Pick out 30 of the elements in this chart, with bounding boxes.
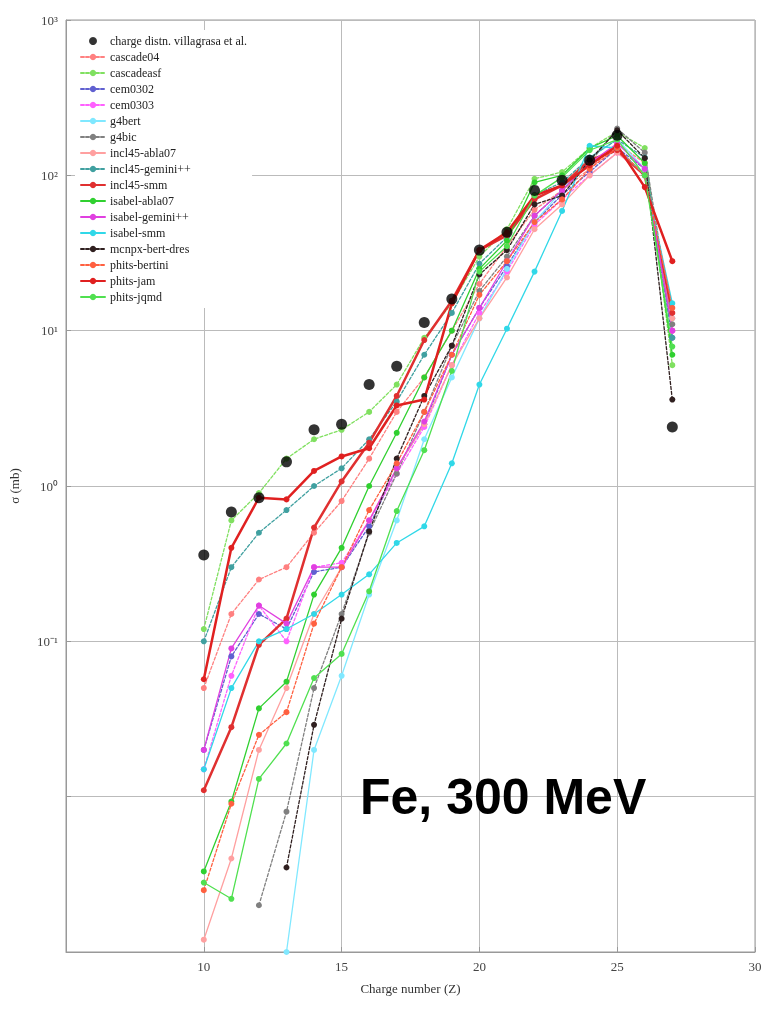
x-tick-label: 20 xyxy=(472,959,486,974)
legend-label: incl45-smm xyxy=(110,178,168,192)
x-tick-label: 25 xyxy=(610,959,624,974)
y-axis-title: σ (mb) xyxy=(7,468,22,504)
y-tick-label: 10¹ xyxy=(41,323,59,339)
x-tick-label: 10 xyxy=(197,959,211,974)
legend-label: g4bert xyxy=(110,114,142,128)
legend-label: g4bic xyxy=(110,130,137,144)
legend-label: cem0302 xyxy=(110,82,154,96)
legend-label: isabel-gemini++ xyxy=(110,210,190,224)
x-tick-label: 15 xyxy=(335,959,349,974)
y-tick-label: 10² xyxy=(41,167,59,183)
legend-label: cem0303 xyxy=(110,98,154,112)
y-tick-label: 10³ xyxy=(41,12,59,28)
y-tick-label: 10⁰ xyxy=(40,478,58,494)
annotation: Fe, 300 MeV xyxy=(360,769,647,825)
legend-label: phits-bertini xyxy=(110,258,170,272)
x-axis-title: Charge number (Z) xyxy=(360,981,461,996)
legend-label: incl45-gemini++ xyxy=(110,162,192,176)
legend-label: incl45-abla07 xyxy=(110,146,176,160)
y-tick-label: 10⁻¹ xyxy=(37,633,59,649)
legend-label: cascade04 xyxy=(110,50,160,64)
legend-label: cascadeasf xyxy=(110,66,162,80)
legend-label: isabel-abla07 xyxy=(110,194,174,208)
legend-label: isabel-smm xyxy=(110,226,166,240)
legend-label: phits-jqmd xyxy=(110,290,163,304)
x-tick-label: 30 xyxy=(748,959,762,974)
legend-label: phits-jam xyxy=(110,274,156,288)
legend-label: charge distn. villagrasa et al. xyxy=(110,34,248,48)
legend-label: mcnpx-bert-dres xyxy=(110,242,190,256)
